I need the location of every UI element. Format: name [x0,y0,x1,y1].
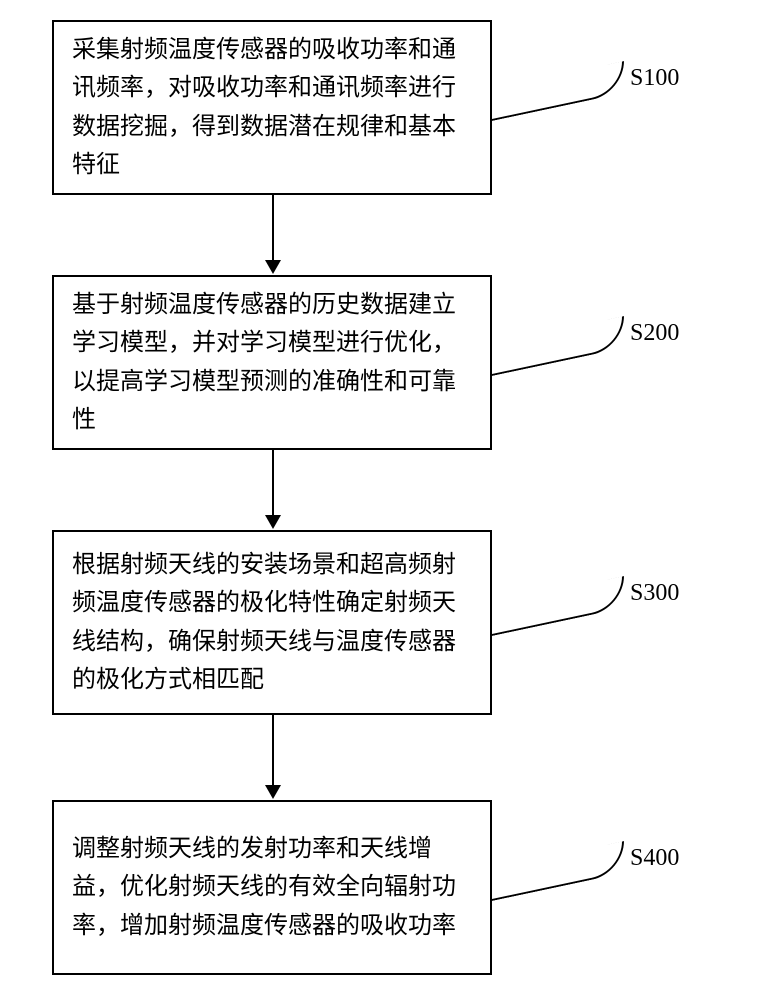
step-box-s100: 采集射频温度传感器的吸收功率和通讯频率，对吸收功率和通讯频率进行数据挖掘，得到数… [52,20,492,195]
arrow-head-3 [265,785,281,799]
step-box-s300: 根据射频天线的安装场景和超高频射频温度传感器的极化特性确定射频天线结构，确保射频… [52,530,492,715]
step-box-s400: 调整射频天线的发射功率和天线增益，优化射频天线的有效全向辐射功率，增加射频温度传… [52,800,492,975]
label-connector-s100 [492,61,624,121]
arrow-line-1 [272,195,274,260]
label-connector-s300 [492,576,624,636]
step-text-s100: 采集射频温度传感器的吸收功率和通讯频率，对吸收功率和通讯频率进行数据挖掘，得到数… [72,31,472,185]
label-connector-s200 [492,316,624,376]
arrow-line-2 [272,450,274,515]
flowchart-canvas: 采集射频温度传感器的吸收功率和通讯频率，对吸收功率和通讯频率进行数据挖掘，得到数… [0,0,761,1000]
step-label-s100: S100 [630,65,679,92]
step-text-s400: 调整射频天线的发射功率和天线增益，优化射频天线的有效全向辐射功率，增加射频温度传… [72,830,472,945]
label-connector-s400 [492,841,624,901]
arrow-head-1 [265,260,281,274]
arrow-line-3 [272,715,274,785]
step-label-s200: S200 [630,320,679,347]
step-text-s300: 根据射频天线的安装场景和超高频射频温度传感器的极化特性确定射频天线结构，确保射频… [72,546,472,700]
step-box-s200: 基于射频温度传感器的历史数据建立学习模型，并对学习模型进行优化，以提高学习模型预… [52,275,492,450]
step-text-s200: 基于射频温度传感器的历史数据建立学习模型，并对学习模型进行优化，以提高学习模型预… [72,286,472,440]
step-label-s300: S300 [630,580,679,607]
arrow-head-2 [265,515,281,529]
step-label-s400: S400 [630,845,679,872]
